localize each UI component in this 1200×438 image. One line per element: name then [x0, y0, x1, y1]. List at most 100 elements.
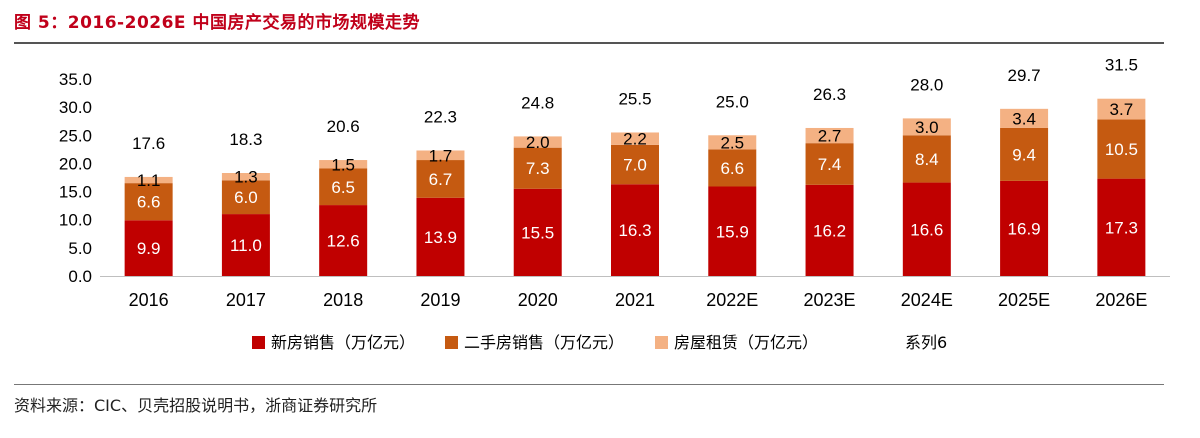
- bar-segment-2: [611, 144, 659, 185]
- data-label: 16.6: [910, 220, 943, 239]
- x-category-label: 2021: [615, 290, 655, 310]
- bar-segment-2: [513, 147, 562, 189]
- bar-segment-2: [708, 149, 757, 187]
- data-label: 15.9: [716, 222, 749, 241]
- data-label: 3.0: [915, 118, 939, 137]
- data-label: 9.9: [137, 239, 161, 258]
- bar-segment-1: [513, 188, 562, 276]
- data-label: 6.7: [429, 170, 453, 189]
- data-label: 13.9: [424, 228, 457, 247]
- legend-label: 新房销售（万亿元）: [271, 333, 415, 352]
- bar-segment-1: [902, 182, 951, 276]
- total-label: 29.7: [1008, 66, 1041, 85]
- bar-segment-2: [221, 180, 270, 215]
- data-label: 6.5: [331, 178, 355, 197]
- data-label: 10.5: [1105, 140, 1138, 159]
- legend-swatch: [445, 336, 458, 349]
- total-label: 24.8: [521, 93, 554, 112]
- top-rule: [14, 42, 1164, 44]
- x-category-label: 2024E: [901, 290, 953, 310]
- bar-segment-3: [1097, 98, 1146, 120]
- bar-segment-3: [416, 150, 465, 161]
- x-category-label: 2025E: [998, 290, 1050, 310]
- bar-segment-1: [708, 186, 757, 276]
- x-category-label: 2020: [518, 290, 558, 310]
- bar-segment-3: [805, 127, 854, 144]
- legend-swatch: [252, 336, 265, 349]
- data-label: 7.3: [526, 159, 550, 178]
- data-label: 6.6: [137, 193, 161, 212]
- y-tick-label: 25.0: [59, 126, 92, 145]
- bar-segment-1: [805, 184, 854, 276]
- bar-segment-2: [1097, 119, 1146, 179]
- data-label: 16.2: [813, 221, 846, 240]
- bar-segment-1: [1000, 180, 1049, 276]
- bottom-rule: [14, 384, 1164, 385]
- total-label: 25.5: [618, 89, 651, 108]
- data-label: 16.9: [1008, 219, 1041, 238]
- bar-segment-2: [124, 183, 173, 221]
- legend-label: 系列6: [905, 333, 947, 352]
- total-label: 17.6: [132, 134, 165, 153]
- data-label: 1.1: [137, 171, 161, 190]
- total-label: 20.6: [327, 117, 360, 136]
- x-category-label: 2016: [129, 290, 169, 310]
- y-tick-label: 35.0: [59, 70, 92, 89]
- y-tick-label: 0.0: [68, 267, 92, 286]
- total-label: 18.3: [229, 130, 262, 149]
- data-label: 6.6: [720, 159, 744, 178]
- x-category-label: 2018: [323, 290, 363, 310]
- bar-segment-2: [319, 168, 368, 206]
- data-label: 3.4: [1012, 109, 1036, 128]
- bar-segment-3: [513, 136, 562, 148]
- y-tick-label: 30.0: [59, 98, 92, 117]
- data-label: 3.7: [1110, 100, 1134, 119]
- bar-segment-1: [124, 220, 173, 276]
- data-label: 7.0: [623, 156, 647, 175]
- bar-segment-3: [708, 135, 757, 150]
- data-label: 1.7: [429, 146, 453, 165]
- bar-segment-3: [1000, 108, 1049, 128]
- data-label: 6.0: [234, 188, 258, 207]
- source-note: 资料来源：CIC、贝壳招股说明书，浙商证券研究所: [14, 396, 378, 415]
- total-label: 22.3: [424, 107, 457, 126]
- x-category-label: 2022E: [706, 290, 758, 310]
- data-label: 16.3: [618, 221, 651, 240]
- data-label: 8.4: [915, 150, 939, 169]
- bar-segment-1: [1097, 178, 1146, 276]
- bar-segment-3: [221, 172, 270, 181]
- stacked-bar-chart: 0.0 5.0 10.0 15.0 20.0 25.0 30.0 35.0 9.9 6.6 1.1 1…: [59, 56, 1170, 352]
- data-label: 2.2: [623, 130, 647, 149]
- bar-segment-2: [805, 143, 854, 185]
- y-tick-label: 10.0: [59, 211, 92, 230]
- total-label: 31.5: [1105, 56, 1138, 75]
- data-label: 7.4: [818, 155, 842, 174]
- data-label: 1.5: [331, 155, 355, 174]
- total-label: 25.0: [716, 92, 749, 111]
- bar-segment-3: [319, 160, 368, 169]
- x-category-label: 2023E: [804, 290, 856, 310]
- data-label: 2.7: [818, 127, 842, 146]
- bar-segment-2: [416, 160, 465, 198]
- data-label: 11.0: [230, 236, 262, 255]
- data-label: 2.0: [526, 133, 550, 152]
- x-category-label: 2017: [226, 290, 266, 310]
- bar-segment-1: [319, 205, 368, 276]
- bar-segment-3: [902, 118, 951, 136]
- bar-segment-1: [611, 184, 659, 276]
- bar-segment-3: [124, 176, 173, 184]
- bar-segment-3: [611, 132, 659, 145]
- legend-label: 房屋租赁（万亿元）: [674, 333, 818, 352]
- total-label: 28.0: [910, 75, 943, 94]
- y-tick-label: 5.0: [68, 239, 92, 258]
- data-label: 12.6: [327, 232, 360, 251]
- bar-segment-2: [902, 135, 951, 183]
- data-label: 1.3: [234, 168, 258, 187]
- legend-swatch: [655, 336, 668, 349]
- bar-segment-1: [221, 214, 270, 276]
- data-label: 9.4: [1012, 145, 1036, 164]
- y-tick-label: 20.0: [59, 154, 92, 173]
- bar-segment-2: [1000, 127, 1049, 181]
- y-tick-label: 15.0: [59, 183, 92, 202]
- data-label: 17.3: [1105, 218, 1138, 237]
